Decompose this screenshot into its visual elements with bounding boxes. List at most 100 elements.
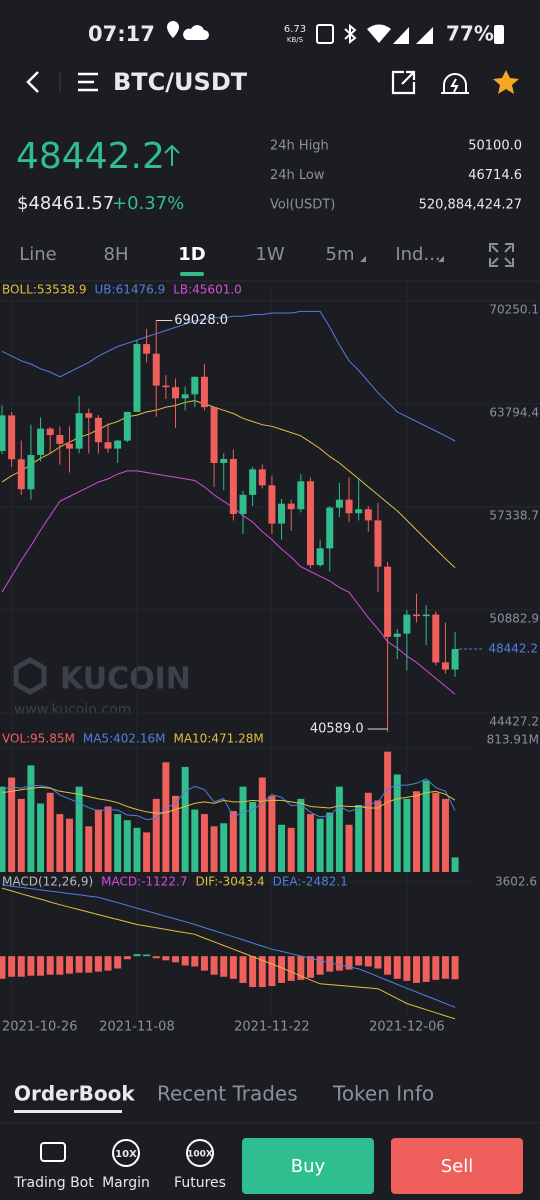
candle-body: [403, 614, 411, 634]
candle-body: [114, 440, 122, 449]
volume-bar: [123, 820, 131, 872]
volume-bar: [94, 809, 102, 872]
candle-body: [46, 428, 54, 436]
candle-body: [239, 494, 247, 515]
interval-tab[interactable]: 5m: [326, 244, 355, 265]
fullscreen-button[interactable]: [489, 243, 514, 267]
volume-bar: [191, 809, 199, 872]
macd-bar: [249, 956, 257, 988]
y-tick-label: 44427.2: [489, 715, 539, 729]
volume-ma-line: [1, 786, 456, 814]
alert-button[interactable]: [441, 73, 469, 94]
macd-bar: [220, 956, 228, 977]
volume-bar: [355, 804, 363, 872]
volume-bar: [75, 786, 83, 872]
dropdown-icon: [438, 256, 444, 262]
macd: [0, 884, 459, 1020]
macd-bar: [229, 956, 237, 979]
macd-line: [1, 887, 456, 1020]
x-tick-label: 2021-10-26: [2, 1020, 78, 1035]
volume-bar: [133, 827, 141, 872]
volume-ma-line: [1, 778, 456, 821]
y-tick-label: 3602.6: [495, 875, 537, 889]
candle-body: [143, 344, 151, 354]
candle-body: [191, 376, 199, 395]
menu-button[interactable]: [78, 72, 98, 92]
macd-bar: [191, 956, 199, 967]
battery-icon: [494, 25, 504, 44]
macd-bar: [345, 956, 353, 970]
sell-button[interactable]: [391, 1138, 523, 1194]
volume-bar: [297, 798, 305, 872]
interval-tab[interactable]: 1D: [178, 244, 205, 265]
tab-orderbook[interactable]: OrderBook: [14, 1082, 135, 1106]
tab-recent-trades[interactable]: Recent Trades: [157, 1082, 298, 1106]
margin-icon[interactable]: 10X: [115, 1149, 137, 1160]
macd-bar: [451, 956, 459, 980]
bot-icon[interactable]: [40, 1142, 66, 1162]
candle-body: [56, 435, 64, 444]
candle-body: [172, 387, 180, 399]
signal-icon-2: [416, 27, 433, 44]
macd-bar: [364, 956, 372, 967]
macd-bar: [268, 956, 276, 987]
volume-bar: [335, 786, 343, 872]
candle-body: [306, 481, 314, 566]
volume-bar: [200, 814, 208, 872]
up-arrow: [164, 144, 180, 166]
candle-body: [422, 614, 430, 617]
macd-bar: [422, 956, 430, 982]
interval-tab[interactable]: Ind...: [395, 244, 440, 265]
x-tick-label: 2021-11-08: [99, 1020, 175, 1035]
pair-title[interactable]: BTC/USDT: [113, 68, 248, 96]
margin-icon-ring[interactable]: [112, 1139, 140, 1167]
macd-bar: [355, 956, 363, 966]
macd-bar: [384, 956, 392, 975]
interval-tab[interactable]: Line: [19, 244, 57, 265]
candle-body: [393, 633, 401, 637]
macd-bar: [172, 956, 180, 963]
volume-bar: [326, 812, 334, 872]
interval-tab[interactable]: 1W: [255, 244, 284, 265]
dropdown-icon: [360, 256, 366, 262]
volume: [0, 751, 459, 872]
candle-body: [249, 469, 257, 495]
legend-entry: MACD(12,26,9): [2, 875, 93, 889]
volume-bar: [143, 832, 151, 872]
wifi-icon: [367, 24, 391, 43]
signal-icon: [393, 27, 409, 44]
net-speed: 6.73: [284, 24, 306, 35]
buy-button[interactable]: [242, 1138, 374, 1194]
macd-bar: [123, 956, 131, 960]
candle-body: [162, 385, 170, 388]
margin-label[interactable]: Margin: [102, 1175, 150, 1191]
y-tick-label: 50882.9: [489, 612, 539, 626]
volume-bar: [220, 823, 228, 872]
interval-tab[interactable]: 8H: [104, 244, 129, 265]
volume-bar: [441, 798, 449, 872]
macd-bar: [85, 956, 93, 973]
sell-label[interactable]: Sell: [441, 1156, 474, 1177]
volume-bar: [345, 824, 353, 872]
tab-token-info[interactable]: Token Info: [332, 1082, 434, 1106]
futures-icon[interactable]: 100X: [187, 1150, 213, 1160]
futures-icon-ring[interactable]: [186, 1139, 214, 1167]
candle-body: [364, 509, 372, 521]
macd-bar: [37, 956, 45, 976]
volume-bar: [249, 801, 257, 872]
volume-bar: [287, 827, 295, 872]
buy-label[interactable]: Buy: [291, 1156, 326, 1177]
futures-label[interactable]: Futures: [174, 1175, 226, 1191]
bot-label[interactable]: Trading Bot: [13, 1175, 94, 1191]
x-tick-label: 2021-12-06: [369, 1020, 445, 1035]
back-button[interactable]: [26, 71, 39, 93]
stat-value: 46714.6: [468, 168, 522, 183]
favorite-button[interactable]: [493, 70, 519, 94]
time: 07:17: [88, 22, 155, 46]
candle-body: [17, 459, 25, 490]
macd-bar: [56, 956, 64, 975]
volume-bar: [114, 814, 122, 872]
volume-bar: [56, 814, 64, 872]
share-button[interactable]: [391, 70, 416, 95]
